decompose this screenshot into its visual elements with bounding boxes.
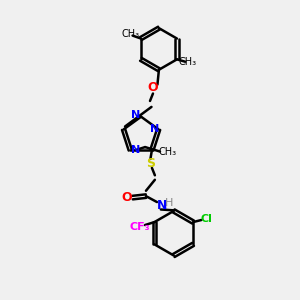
Text: CH₃: CH₃ <box>158 146 176 157</box>
Text: CF₃: CF₃ <box>129 221 150 232</box>
Text: N: N <box>149 124 159 134</box>
Text: CH₃: CH₃ <box>122 29 140 39</box>
Text: H: H <box>165 198 173 208</box>
Text: O: O <box>121 191 132 204</box>
Text: S: S <box>146 157 155 170</box>
Text: N: N <box>131 110 140 120</box>
Text: O: O <box>148 81 158 94</box>
Text: N: N <box>131 145 140 155</box>
Text: Cl: Cl <box>200 214 212 224</box>
Text: CH₃: CH₃ <box>178 57 196 67</box>
Text: N: N <box>157 199 167 212</box>
